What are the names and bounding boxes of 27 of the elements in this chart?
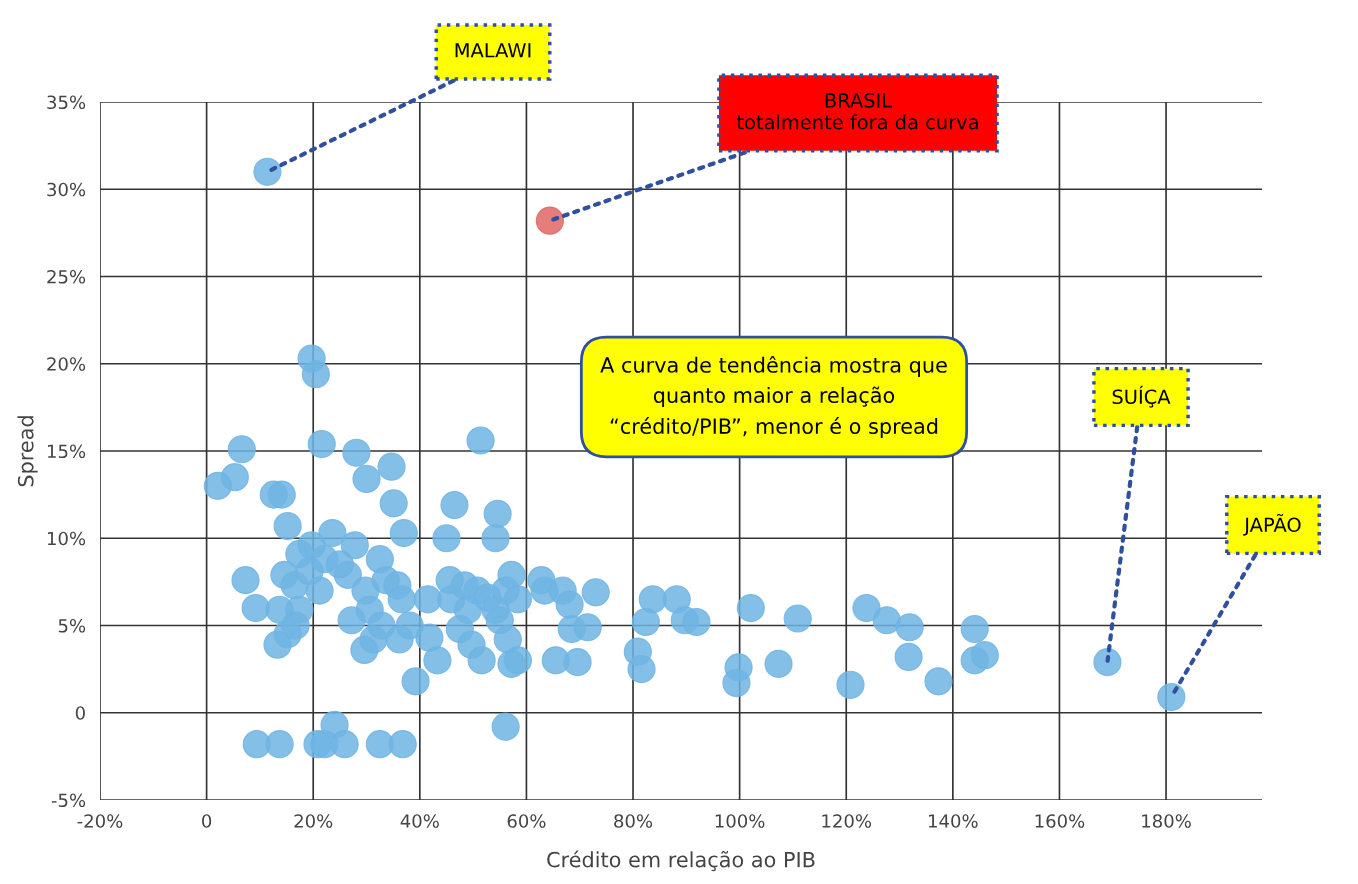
x-tick-label: 120% bbox=[822, 814, 872, 828]
x-tick-label: 80% bbox=[614, 814, 653, 828]
x-tick-label: 100% bbox=[715, 814, 765, 828]
x-axis-title: Crédito em relação ao PIB bbox=[547, 850, 815, 872]
y-tick-label: 30% bbox=[47, 182, 86, 197]
annotation: A curva de tendência mostra que quanto maior a relação “crédito/PIB”, menor é o spread bbox=[600, 355, 947, 439]
annotation: BRASIL totalmente fora da curva bbox=[736, 93, 978, 130]
x-tick-label: 20% bbox=[294, 814, 333, 828]
y-tick-label: -5% bbox=[51, 793, 86, 808]
x-tick-label: 0 bbox=[202, 814, 212, 828]
y-axis-title: Spread bbox=[17, 416, 38, 487]
annotation: JAPÃO bbox=[1243, 513, 1301, 536]
x-tick-label: 40% bbox=[400, 814, 439, 828]
y-tick-label: 10% bbox=[47, 531, 86, 546]
y-tick-label: 0 bbox=[75, 706, 85, 720]
annotation: SUÍÇA bbox=[1112, 385, 1171, 408]
x-tick-label: 60% bbox=[507, 814, 546, 828]
annotation: MALAWI bbox=[455, 43, 531, 58]
x-tick-label: 160% bbox=[1035, 814, 1085, 828]
x-tick-label: 180% bbox=[1142, 814, 1191, 828]
y-tick-label: 20% bbox=[47, 357, 86, 371]
y-tick-label: 5% bbox=[58, 618, 86, 633]
x-tick-label: 140% bbox=[929, 814, 978, 828]
y-tick-label: 35% bbox=[47, 95, 86, 110]
x-tick-label: -20% bbox=[77, 814, 123, 828]
y-tick-label: 15% bbox=[47, 444, 86, 459]
y-tick-label: 25% bbox=[47, 269, 86, 284]
